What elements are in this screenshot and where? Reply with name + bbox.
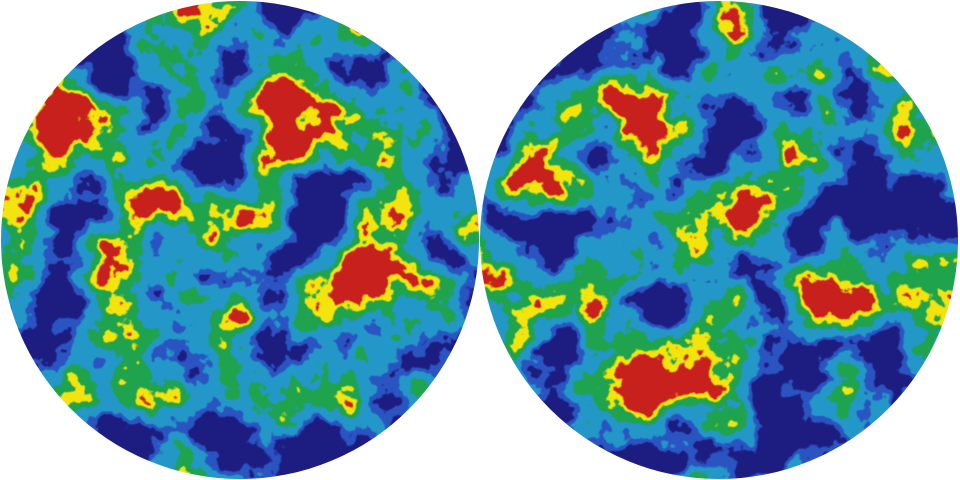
right-hemisphere-disc — [480, 1, 958, 479]
left-hemisphere-disc — [1, 1, 479, 479]
